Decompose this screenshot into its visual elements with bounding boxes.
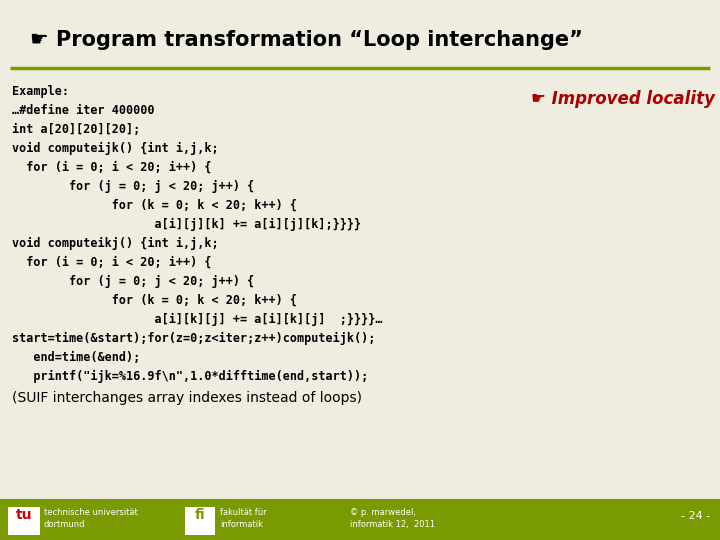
Text: a[i][k][j] += a[i][k][j]  ;}}}}…: a[i][k][j] += a[i][k][j] ;}}}}… <box>12 313 382 326</box>
Text: informatik 12,  2011: informatik 12, 2011 <box>350 520 435 529</box>
Text: for (j = 0; j < 20; j++) {: for (j = 0; j < 20; j++) { <box>12 275 254 288</box>
Text: Example:: Example: <box>12 85 69 98</box>
Text: dortmund: dortmund <box>44 520 86 529</box>
Bar <box>0 500 720 540</box>
Text: void computeikj() {int i,j,k;: void computeikj() {int i,j,k; <box>12 237 219 250</box>
Text: fakultät für: fakultät für <box>220 508 266 517</box>
Text: void computeijk() {int i,j,k;: void computeijk() {int i,j,k; <box>12 142 219 155</box>
Text: © p. marwedel,: © p. marwedel, <box>350 508 416 517</box>
Text: informatik: informatik <box>220 520 263 529</box>
Text: for (i = 0; i < 20; i++) {: for (i = 0; i < 20; i++) { <box>12 161 212 174</box>
Text: fi: fi <box>194 508 205 522</box>
Text: technische universität: technische universität <box>44 508 138 517</box>
Text: tu: tu <box>16 508 32 522</box>
Text: …#define iter 400000: …#define iter 400000 <box>12 104 155 117</box>
Text: printf("ijk=%16.9f\n",1.0*difftime(end,start));: printf("ijk=%16.9f\n",1.0*difftime(end,s… <box>12 370 368 383</box>
Text: ☛ Improved locality: ☛ Improved locality <box>531 90 715 108</box>
Text: (SUIF interchanges array indexes instead of loops): (SUIF interchanges array indexes instead… <box>12 391 362 405</box>
Text: for (i = 0; i < 20; i++) {: for (i = 0; i < 20; i++) { <box>12 256 212 269</box>
Text: int a[20][20][20];: int a[20][20][20]; <box>12 123 140 136</box>
Text: - 24 -: - 24 - <box>680 511 710 521</box>
Text: for (k = 0; k < 20; k++) {: for (k = 0; k < 20; k++) { <box>12 199 297 212</box>
Text: for (j = 0; j < 20; j++) {: for (j = 0; j < 20; j++) { <box>12 180 254 193</box>
Text: a[i][j][k] += a[i][j][k];}}}}: a[i][j][k] += a[i][j][k];}}}} <box>12 218 361 231</box>
Text: start=time(&start);for(z=0;z<iter;z++)computeijk();: start=time(&start);for(z=0;z<iter;z++)co… <box>12 332 375 345</box>
Text: ☛ Program transformation “Loop interchange”: ☛ Program transformation “Loop interchan… <box>30 30 583 50</box>
Text: end=time(&end);: end=time(&end); <box>12 351 140 364</box>
Bar <box>185 507 215 535</box>
Bar <box>8 507 40 535</box>
Text: for (k = 0; k < 20; k++) {: for (k = 0; k < 20; k++) { <box>12 294 297 307</box>
